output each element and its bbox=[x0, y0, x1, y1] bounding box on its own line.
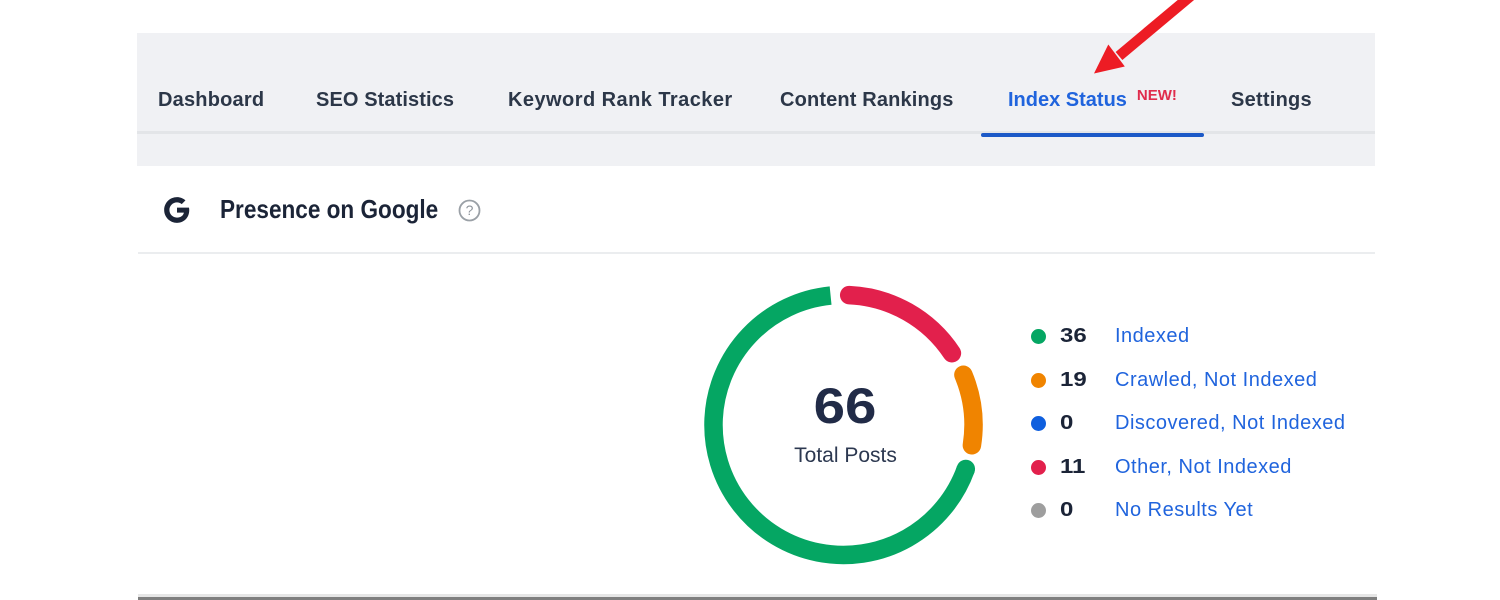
svg-text:?: ? bbox=[466, 202, 474, 218]
